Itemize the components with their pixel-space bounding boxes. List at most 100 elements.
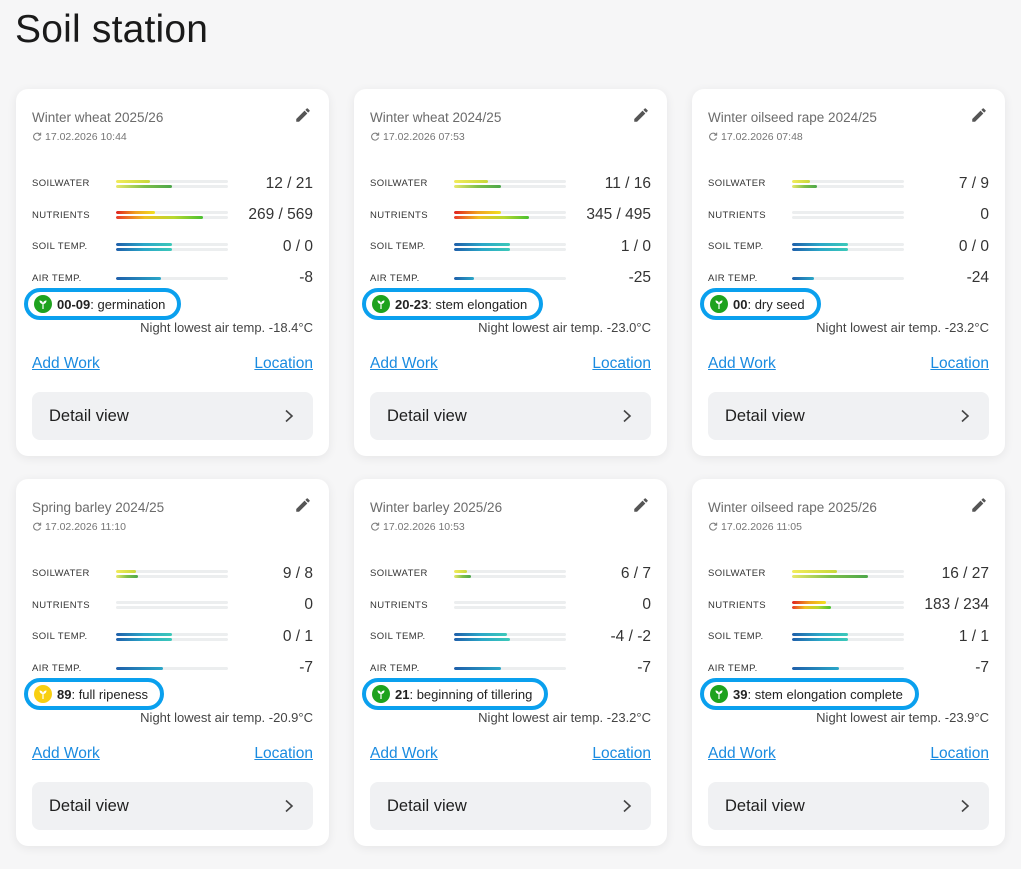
metrics-list: SOILWATER 12 / 21 NUTRIENTS 269 / 569 SO…: [32, 168, 313, 294]
growth-stage: 20-23: stem elongation: [362, 288, 543, 320]
soiltemp-bar: [454, 633, 566, 641]
airtemp-label: AIR TEMP.: [708, 273, 792, 284]
stage-code: 00-09: [57, 297, 90, 312]
updated-timestamp: 17.02.2026 07:53: [383, 131, 465, 143]
pencil-icon[interactable]: [970, 106, 988, 124]
plant-stage-icon: [710, 685, 728, 703]
detail-view-button[interactable]: Detail view: [370, 392, 651, 440]
nutrients-label: NUTRIENTS: [708, 210, 792, 221]
chevron-right-icon: [621, 799, 633, 813]
soilwater-row: SOILWATER 16 / 27: [708, 558, 989, 590]
field-card: Winter barley 2025/26 17.02.2026 10:53 S…: [354, 479, 667, 846]
soiltemp-row: SOIL TEMP. 0 / 0: [708, 231, 989, 263]
add-work-link[interactable]: Add Work: [32, 355, 100, 373]
chevron-right-icon: [959, 409, 971, 423]
detail-view-button[interactable]: Detail view: [32, 392, 313, 440]
nutrients-row: NUTRIENTS 0: [370, 590, 651, 622]
detail-view-button[interactable]: Detail view: [708, 782, 989, 830]
location-link[interactable]: Location: [254, 745, 313, 763]
add-work-link[interactable]: Add Work: [370, 745, 438, 763]
nutrients-row: NUTRIENTS 0: [32, 590, 313, 622]
soiltemp-row: SOIL TEMP. 1 / 0: [370, 231, 651, 263]
soilwater-bar: [116, 180, 228, 188]
stage-code: 39: [733, 687, 747, 702]
nutrients-bar-fill-1: [454, 211, 501, 214]
field-card: Winter oilseed rape 2025/26 17.02.2026 1…: [692, 479, 1005, 846]
soiltemp-bar-fill-1: [116, 243, 172, 246]
airtemp-value: -7: [566, 659, 651, 677]
soiltemp-bar-fill-1: [792, 243, 848, 246]
sprout-icon: [37, 298, 49, 310]
soiltemp-bar-fill-1: [454, 243, 510, 246]
nutrients-bar: [116, 601, 228, 609]
soiltemp-label: SOIL TEMP.: [32, 241, 116, 252]
detail-view-label: Detail view: [49, 407, 129, 426]
location-link[interactable]: Location: [930, 355, 989, 373]
soilwater-value: 7 / 9: [904, 175, 989, 193]
airtemp-value: -24: [904, 269, 989, 287]
page-title: Soil station: [15, 8, 208, 52]
nutrients-row: NUTRIENTS 0: [708, 200, 989, 232]
detail-view-button[interactable]: Detail view: [370, 782, 651, 830]
pencil-icon[interactable]: [970, 496, 988, 514]
stage-name: : dry seed: [747, 297, 804, 312]
soilwater-bar: [792, 180, 904, 188]
pencil-icon[interactable]: [294, 106, 312, 124]
soiltemp-bar-fill-1: [792, 633, 848, 636]
nutrients-bar: [792, 211, 904, 219]
detail-view-button[interactable]: Detail view: [32, 782, 313, 830]
pencil-icon[interactable]: [632, 496, 650, 514]
soiltemp-row: SOIL TEMP. 0 / 1: [32, 621, 313, 653]
refresh-icon: [370, 132, 380, 142]
nutrients-bar-fill-2: [454, 216, 529, 219]
nutrients-label: NUTRIENTS: [370, 210, 454, 221]
airtemp-label: AIR TEMP.: [370, 663, 454, 674]
location-link[interactable]: Location: [254, 355, 313, 373]
add-work-link[interactable]: Add Work: [370, 355, 438, 373]
airtemp-bar: [792, 667, 904, 670]
airtemp-value: -8: [228, 269, 313, 287]
stage-name: : stem elongation complete: [747, 687, 902, 702]
nutrients-bar-fill-1: [116, 211, 155, 214]
soiltemp-row: SOIL TEMP. 1 / 1: [708, 621, 989, 653]
nutrients-row: NUTRIENTS 269 / 569: [32, 200, 313, 232]
airtemp-bar: [454, 667, 566, 670]
add-work-link[interactable]: Add Work: [32, 745, 100, 763]
stage-name: : germination: [90, 297, 165, 312]
airtemp-value: -7: [228, 659, 313, 677]
nutrients-bar: [454, 601, 566, 609]
metrics-list: SOILWATER 6 / 7 NUTRIENTS 0 SOIL TEMP.: [370, 558, 651, 684]
soilwater-value: 12 / 21: [228, 175, 313, 193]
soilwater-label: SOILWATER: [32, 178, 116, 189]
last-updated: 17.02.2026 10:44: [32, 131, 127, 143]
field-title: Winter wheat 2025/26: [32, 110, 163, 125]
soiltemp-row: SOIL TEMP. 0 / 0: [32, 231, 313, 263]
detail-view-button[interactable]: Detail view: [708, 392, 989, 440]
pencil-icon[interactable]: [632, 106, 650, 124]
location-link[interactable]: Location: [930, 745, 989, 763]
last-updated: 17.02.2026 07:53: [370, 131, 465, 143]
location-link[interactable]: Location: [592, 745, 651, 763]
add-work-link[interactable]: Add Work: [708, 355, 776, 373]
airtemp-bar-fill: [116, 667, 163, 670]
soiltemp-bar: [116, 633, 228, 641]
add-work-link[interactable]: Add Work: [708, 745, 776, 763]
airtemp-bar-fill: [792, 667, 839, 670]
detail-view-label: Detail view: [725, 797, 805, 816]
soilwater-label: SOILWATER: [370, 568, 454, 579]
last-updated: 17.02.2026 11:10: [32, 521, 126, 533]
field-title: Winter wheat 2024/25: [370, 110, 501, 125]
location-link[interactable]: Location: [592, 355, 651, 373]
night-lowest-temp: Night lowest air temp. -23.2°C: [816, 320, 989, 335]
pencil-icon[interactable]: [294, 496, 312, 514]
last-updated: 17.02.2026 11:05: [708, 521, 802, 533]
last-updated: 17.02.2026 10:53: [370, 521, 465, 533]
soiltemp-bar-fill-2: [454, 248, 510, 251]
night-lowest-temp: Night lowest air temp. -23.0°C: [478, 320, 651, 335]
plant-stage-icon: [34, 295, 52, 313]
soiltemp-value: 0 / 0: [228, 238, 313, 256]
soilwater-label: SOILWATER: [708, 178, 792, 189]
soilwater-value: 9 / 8: [228, 565, 313, 583]
detail-view-label: Detail view: [387, 407, 467, 426]
growth-stage: 00: dry seed: [700, 288, 821, 320]
